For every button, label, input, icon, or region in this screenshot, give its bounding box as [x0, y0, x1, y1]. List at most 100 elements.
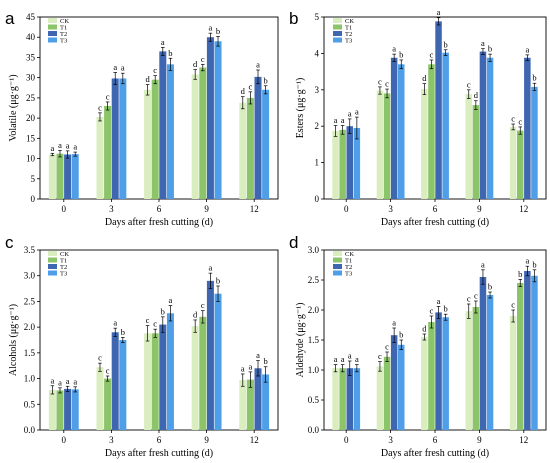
significance-letter: c	[430, 49, 434, 59]
significance-letter: a	[249, 361, 253, 371]
legend-label-CK: CK	[60, 18, 69, 25]
significance-letter: c	[153, 65, 157, 75]
bar-T3-3	[398, 344, 405, 430]
significance-letter: c	[106, 366, 110, 376]
bar-T2-6	[159, 324, 167, 430]
y-tick-label: 10	[26, 154, 36, 164]
significance-letter: a	[355, 354, 359, 364]
legend-swatch-T2	[333, 31, 342, 36]
significance-letter: a	[334, 115, 338, 125]
x-tick-label: 12	[250, 204, 259, 214]
bar-T3-3	[119, 78, 127, 199]
x-tick-label: 9	[477, 435, 482, 445]
bar-CK-9	[465, 311, 472, 430]
bar-CK-9	[191, 326, 199, 430]
bar-T3-12	[531, 275, 538, 430]
panel-c: c 0.0 0.5 1.0 1.5 2.0 2.5 3.0 3.5 Alcohols (μg·g⁻…	[5, 233, 279, 459]
legend-label-T3: T3	[60, 270, 67, 277]
x-tick-label: 6	[157, 435, 162, 445]
significance-letter: a	[341, 354, 345, 364]
bar-T3-0	[71, 154, 79, 199]
legend-swatch-T1	[333, 257, 342, 263]
bar-T2-12	[524, 271, 531, 430]
bar-T2-9	[206, 280, 214, 430]
bar-T3-3	[119, 340, 127, 430]
bar-CK-6	[421, 337, 428, 430]
y-tick-label: 0	[315, 194, 320, 204]
y-axis-label: Esters (μg·g⁻¹)	[295, 78, 306, 139]
y-tick-label: 20	[26, 113, 36, 123]
significance-letter: c	[378, 76, 382, 86]
bar-T3-12	[262, 374, 270, 430]
y-tick-label: 40	[26, 32, 36, 42]
x-tick-label: 0	[344, 204, 349, 214]
significance-letter: b	[518, 269, 522, 279]
bar-CK-0	[48, 389, 56, 430]
significance-letter: a	[241, 363, 245, 373]
significance-letter: d	[422, 324, 427, 334]
significance-letter: c	[385, 342, 389, 352]
significance-letter: a	[392, 318, 396, 328]
y-tick-label: 1.5	[24, 348, 36, 358]
significance-letter: a	[161, 37, 165, 47]
bar-T1-3	[383, 356, 391, 430]
bar-CK-0	[332, 368, 339, 430]
bar-T2-12	[254, 368, 262, 430]
bar-T2-6	[435, 312, 442, 430]
legend-label-T2: T2	[60, 31, 67, 38]
significance-letter: a	[392, 44, 396, 54]
y-tick-label: 35	[26, 52, 36, 62]
significance-letter: b	[532, 73, 536, 83]
y-tick-label: 4	[315, 48, 320, 58]
significance-letter: b	[399, 330, 403, 340]
x-tick-label: 3	[388, 435, 393, 445]
significance-letter: b	[263, 356, 267, 366]
significance-letter: b	[263, 75, 267, 85]
bar-T3-12	[262, 89, 270, 199]
significance-letter: c	[98, 353, 102, 363]
y-tick-label: 3	[315, 85, 320, 95]
bar-T3-0	[71, 389, 79, 430]
legend-swatch-T2	[48, 31, 57, 36]
bar-T1-6	[151, 333, 159, 430]
legend-swatch-CK	[48, 18, 57, 23]
significance-letter: a	[341, 115, 345, 125]
significance-letter: a	[66, 376, 70, 386]
significance-letter: c	[146, 315, 150, 325]
bar-T2-0	[64, 154, 72, 199]
y-tick-label: 1	[315, 158, 320, 168]
bar-T2-0	[346, 126, 354, 199]
significance-letter: b	[444, 304, 448, 314]
bar-T2-9	[479, 51, 487, 199]
bar-T3-9	[486, 57, 494, 199]
x-tick-label: 12	[250, 435, 259, 445]
significance-letter: a	[256, 59, 260, 69]
x-tick-label: 6	[433, 435, 438, 445]
legend-swatch-T1	[333, 24, 342, 30]
legend-swatch-T2	[48, 264, 57, 269]
significance-letter: c	[518, 116, 522, 126]
legend-swatch-CK	[333, 251, 342, 256]
y-tick-label: 30	[26, 73, 36, 83]
bar-CK-6	[421, 89, 428, 199]
bar-CK-12	[509, 316, 517, 430]
significance-letter: a	[121, 63, 125, 73]
bar-CK-0	[48, 154, 56, 199]
significance-letter: c	[430, 306, 434, 316]
significance-letter: a	[209, 23, 213, 33]
bar-CK-6	[144, 333, 152, 430]
legend-label-T2: T2	[60, 264, 67, 271]
bar-CK-9	[191, 74, 199, 199]
bar-T2-3	[111, 332, 119, 430]
y-tick-label: 5	[315, 12, 320, 22]
legend-label-T2: T2	[345, 31, 352, 38]
significance-letter: d	[145, 74, 150, 84]
legend-swatch-T1	[48, 257, 57, 263]
bar-CK-12	[239, 380, 247, 430]
bar-CK-3	[376, 90, 384, 199]
significance-letter: b	[216, 276, 220, 286]
y-tick-label: 3.0	[308, 245, 320, 255]
bar-T3-6	[442, 52, 449, 200]
significance-letter: a	[113, 318, 117, 328]
bar-T2-3	[390, 335, 398, 430]
